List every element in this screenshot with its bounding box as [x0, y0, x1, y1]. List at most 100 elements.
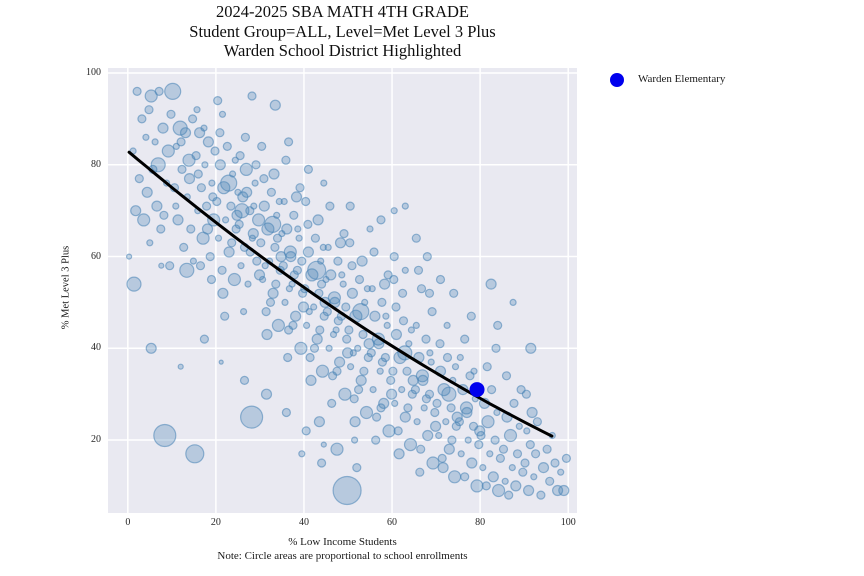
school-bubble [558, 484, 570, 497]
school-bubble [523, 427, 531, 435]
school-bubble [191, 151, 201, 161]
school-bubble [260, 388, 273, 400]
school-bubble [329, 330, 338, 339]
school-bubble [214, 159, 226, 171]
school-bubble [159, 210, 169, 220]
school-bubble [525, 342, 537, 354]
school-bubble [358, 329, 368, 340]
school-bubble [492, 483, 506, 498]
school-bubble [393, 448, 405, 460]
school-bubble [164, 82, 182, 101]
school-bubble [464, 436, 472, 444]
school-bubble [165, 261, 175, 271]
school-bubble [213, 95, 223, 106]
school-bubble [281, 223, 293, 235]
school-bubble [402, 366, 412, 376]
school-bubble [325, 344, 333, 352]
school-bubble [186, 224, 196, 234]
school-bubble [456, 353, 464, 362]
school-bubble [179, 127, 192, 139]
school-bubble [220, 174, 238, 192]
x-tick-label: 0 [125, 517, 131, 528]
school-bubble [222, 216, 230, 224]
school-bubble [205, 252, 215, 262]
school-bubble [305, 268, 319, 282]
school-bubble [344, 325, 354, 335]
y-tick-label: 40 [91, 342, 101, 354]
school-bubble [363, 285, 371, 293]
school-bubble [377, 357, 387, 367]
school-bubble [466, 457, 478, 469]
school-bubble [522, 484, 535, 497]
school-bubble [292, 265, 302, 275]
school-bubble [199, 334, 209, 344]
school-bubble [312, 214, 324, 226]
school-bubble [388, 366, 398, 376]
legend-marker-icon [610, 73, 624, 87]
school-bubble [161, 144, 175, 158]
y-tick-label: 20 [91, 434, 101, 446]
school-bubble [530, 473, 538, 481]
school-bubble [217, 287, 229, 299]
school-bubble [380, 352, 390, 363]
school-bubble [126, 253, 133, 260]
school-bubble [201, 223, 214, 235]
school-bubble [346, 287, 358, 299]
school-bubble [347, 261, 357, 271]
school-bubble [305, 352, 315, 363]
school-bubble [520, 458, 530, 468]
school-bubble [403, 403, 413, 413]
y-tick-label: 80 [91, 158, 101, 170]
school-bubble [338, 387, 352, 401]
school-bubble [391, 302, 401, 312]
school-bubble [183, 173, 196, 185]
school-bubble [332, 475, 362, 506]
school-bubble [526, 406, 538, 419]
school-bubble [189, 257, 197, 265]
school-bubble [325, 269, 337, 281]
school-bubble [515, 422, 523, 430]
school-bubble [510, 480, 522, 492]
school-bubble [486, 450, 494, 458]
school-bubble [134, 174, 144, 184]
school-bubble [196, 183, 206, 193]
school-bubble [376, 215, 386, 225]
school-bubble [398, 386, 406, 394]
school-bubble [349, 416, 361, 428]
school-bubble [327, 398, 337, 408]
school-bubble [294, 341, 308, 355]
school-bubble [177, 164, 187, 174]
school-bubble [521, 389, 532, 399]
school-bubble [443, 443, 455, 455]
school-bubble [420, 404, 428, 412]
school-bubble [310, 303, 318, 311]
school-bubble [218, 359, 224, 365]
school-bubble [383, 321, 391, 329]
school-bubble [222, 141, 232, 151]
footnote: Note: Circle areas are proportional to s… [217, 550, 468, 562]
school-bubble [200, 124, 208, 132]
school-bubble [231, 224, 241, 234]
school-bubble [372, 412, 382, 422]
school-bubble [317, 458, 327, 468]
school-bubble [532, 417, 543, 427]
school-bubble [398, 316, 409, 326]
school-bubble [290, 191, 303, 203]
school-bubble [322, 307, 332, 317]
school-bubble [240, 308, 248, 316]
school-bubble [267, 287, 279, 299]
school-bubble [281, 298, 289, 306]
school-bubble [179, 242, 189, 252]
school-bubble [389, 252, 399, 262]
school-bubble [376, 403, 386, 413]
school-bubble [437, 453, 447, 463]
school-bubble [386, 388, 398, 400]
school-bubble [339, 229, 349, 239]
school-bubble [324, 243, 332, 251]
school-bubble [435, 339, 445, 349]
school-bubble [422, 252, 432, 262]
school-bubble [202, 201, 212, 211]
school-bubble [270, 242, 280, 252]
school-bubble [509, 398, 519, 408]
school-bubble [435, 431, 443, 440]
